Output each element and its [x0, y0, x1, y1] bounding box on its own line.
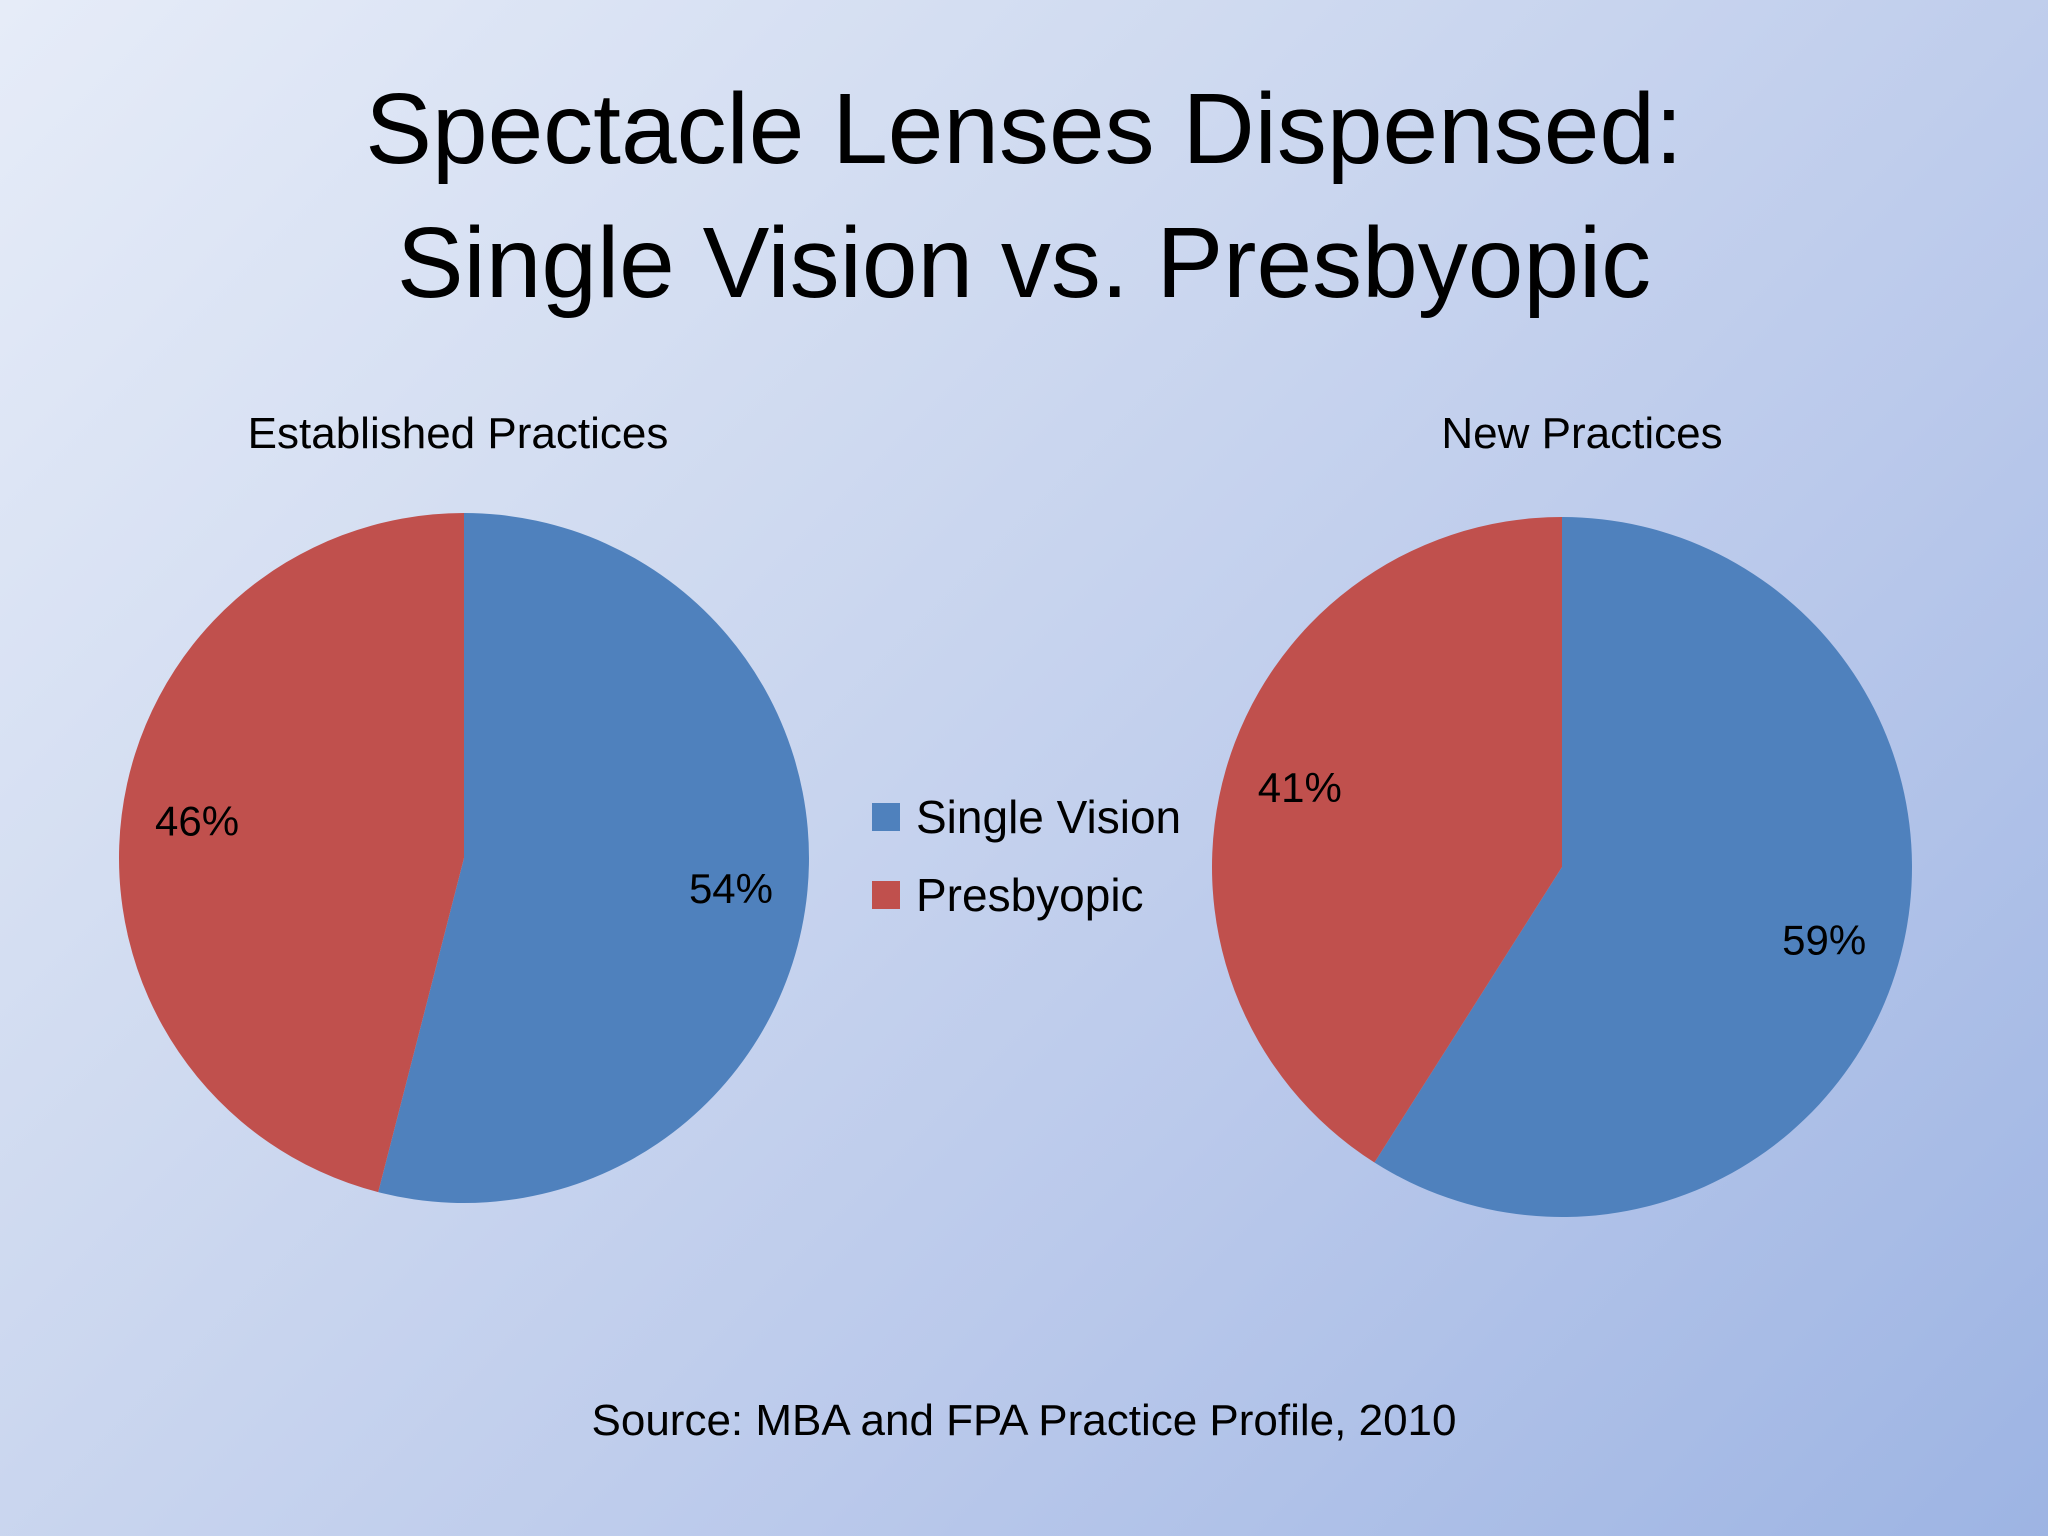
- pie-slice-new-presbyopic: [1211, 517, 1562, 1163]
- pie-chart-new: 59% 41%: [1211, 517, 1912, 1217]
- chart-title-established: Established Practices: [247, 409, 669, 458]
- slide-title-line1: Spectacle Lenses Dispensed:: [365, 73, 1683, 185]
- pie-label-established-single-vision: 54%: [689, 865, 773, 912]
- legend-swatch-presbyopic: [872, 881, 900, 909]
- slide-title-line2: Single Vision vs. Presbyopic: [396, 207, 1652, 319]
- pie-label-new-presbyopic: 41%: [1258, 764, 1342, 811]
- pie-label-new-single-vision: 59%: [1782, 916, 1866, 963]
- legend-label-single-vision: Single Vision: [916, 791, 1182, 843]
- source-note: Source: MBA and FPA Practice Profile, 20…: [591, 1396, 1457, 1445]
- pie-slice-established-single-vision: [378, 513, 809, 1203]
- pie-slice-established-presbyopic: [119, 513, 465, 1193]
- legend: Single Vision Presbyopic: [872, 778, 1181, 934]
- chart-title-new: New Practices: [1441, 409, 1723, 458]
- pie-label-established-presbyopic: 46%: [155, 797, 239, 844]
- slide-title: Spectacle Lenses Dispensed: Single Visio…: [0, 62, 2048, 330]
- pie-chart-established: 54% 46%: [119, 513, 809, 1203]
- legend-label-presbyopic: Presbyopic: [916, 869, 1144, 921]
- pie-slice-new-single-vision: [1374, 517, 1912, 1217]
- legend-item-single-vision: Single Vision: [872, 778, 1181, 856]
- legend-item-presbyopic: Presbyopic: [872, 856, 1181, 934]
- legend-swatch-single-vision: [872, 803, 900, 831]
